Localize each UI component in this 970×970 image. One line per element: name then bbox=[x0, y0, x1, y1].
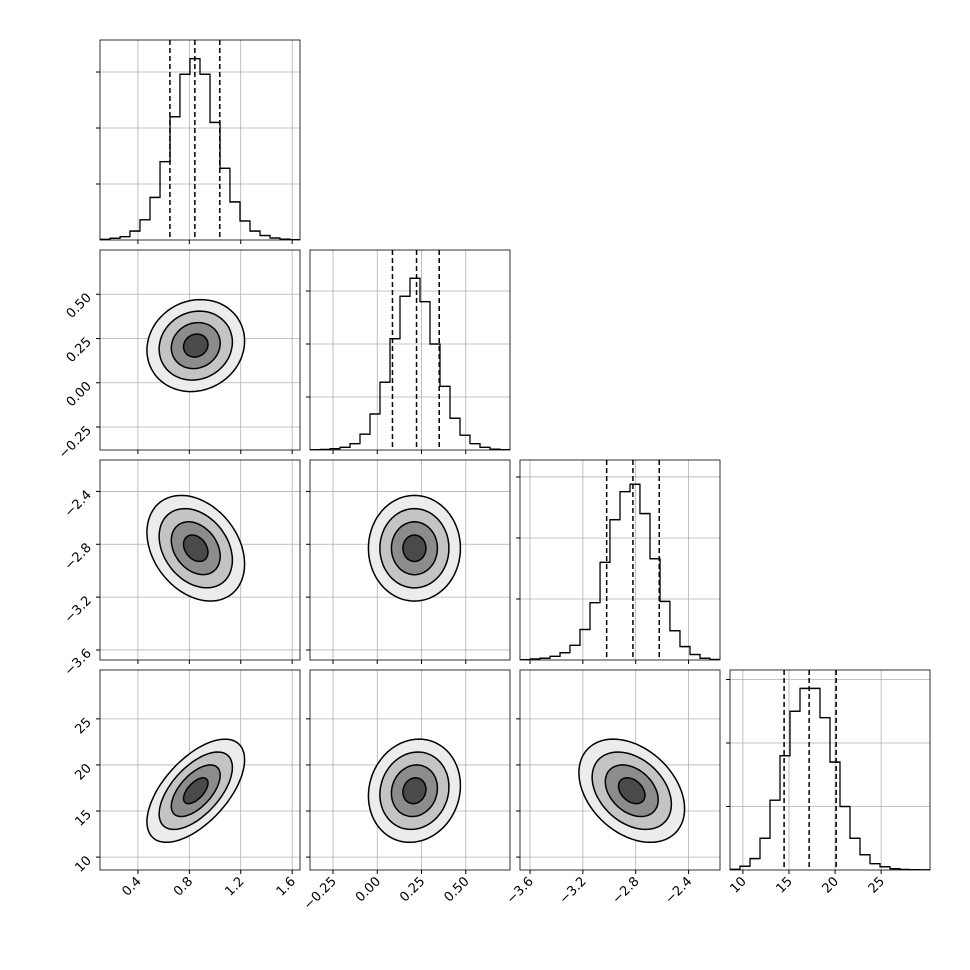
panel bbox=[310, 670, 510, 870]
x-tick-label: −3.6 bbox=[504, 874, 537, 907]
panel-frame bbox=[519, 459, 721, 661]
hist-outline bbox=[100, 57, 300, 240]
panel-frame bbox=[729, 669, 931, 871]
panel-frame bbox=[99, 669, 301, 871]
y-tick-label: −2.8 bbox=[62, 541, 95, 574]
contour bbox=[182, 534, 209, 563]
panel-frame bbox=[309, 459, 511, 661]
x-tick-label: 0.50 bbox=[442, 874, 473, 905]
panel-frame bbox=[99, 249, 301, 451]
panel bbox=[100, 40, 300, 240]
x-tick-label: 0.8 bbox=[171, 874, 196, 899]
x-tick-label: −2.4 bbox=[662, 874, 695, 907]
x-tick-label: −2.8 bbox=[610, 874, 643, 907]
contour bbox=[402, 534, 427, 563]
x-tick-label: −3.2 bbox=[557, 874, 590, 907]
panel bbox=[310, 460, 510, 660]
panel bbox=[310, 250, 510, 450]
y-tick-label: 20 bbox=[73, 761, 95, 783]
contour bbox=[402, 777, 427, 805]
y-tick-label: −0.25 bbox=[56, 423, 95, 462]
panel-frame bbox=[99, 39, 301, 241]
panel bbox=[100, 460, 300, 660]
panel bbox=[730, 670, 930, 870]
y-tick-label: −3.2 bbox=[62, 593, 95, 626]
panel bbox=[100, 670, 300, 870]
panel bbox=[100, 250, 300, 450]
contour bbox=[182, 333, 209, 358]
x-tick-label: 15 bbox=[774, 874, 796, 896]
contour bbox=[182, 777, 209, 805]
y-tick-label: 15 bbox=[73, 807, 95, 829]
hist-outline bbox=[520, 483, 720, 660]
x-tick-label: 25 bbox=[866, 874, 888, 896]
x-tick-label: 0.25 bbox=[397, 874, 428, 905]
y-tick-label: 0.50 bbox=[64, 290, 95, 321]
panel-frame bbox=[99, 459, 301, 661]
y-tick-label: 0.00 bbox=[64, 379, 95, 410]
x-tick-label: 1.6 bbox=[274, 874, 299, 899]
x-tick-label: −0.25 bbox=[301, 874, 340, 913]
x-tick-label: 0.00 bbox=[353, 874, 384, 905]
panel bbox=[520, 460, 720, 660]
y-tick-label: 10 bbox=[73, 853, 95, 875]
y-tick-label: −3.6 bbox=[62, 646, 95, 679]
panel bbox=[520, 670, 720, 870]
y-tick-label: 0.25 bbox=[64, 335, 95, 366]
panel-frame bbox=[309, 249, 511, 451]
hist-outline bbox=[730, 687, 930, 870]
hist-outline bbox=[310, 277, 510, 450]
panel-frame bbox=[519, 669, 721, 871]
x-tick-label: 0.4 bbox=[120, 874, 145, 899]
y-tick-label: −2.4 bbox=[62, 488, 95, 521]
contour bbox=[617, 777, 646, 805]
y-tick-label: 25 bbox=[73, 715, 95, 737]
x-tick-label: 1.2 bbox=[222, 874, 247, 899]
panel-frame bbox=[309, 669, 511, 871]
x-tick-label: 10 bbox=[727, 874, 749, 896]
x-tick-label: 20 bbox=[820, 874, 842, 896]
